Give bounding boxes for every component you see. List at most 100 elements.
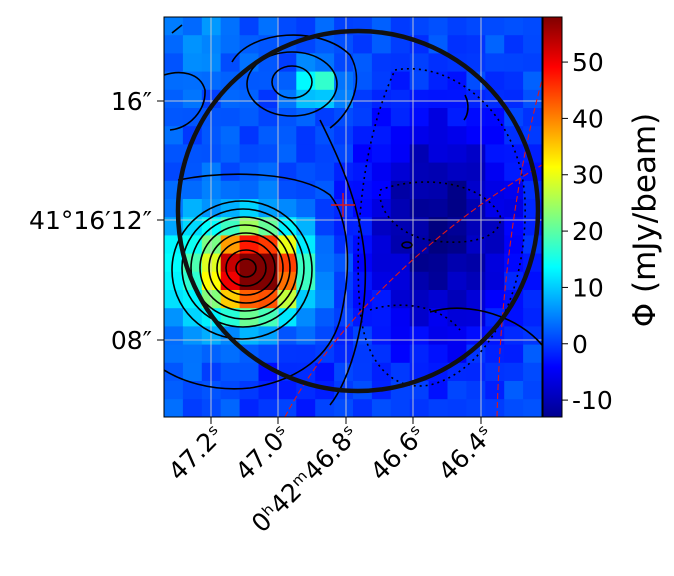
heatmap-cell xyxy=(220,17,241,36)
heatmap-cell xyxy=(182,89,203,109)
heatmap-cell xyxy=(485,35,505,54)
heatmap-cell xyxy=(334,35,354,54)
heatmap-cell xyxy=(523,35,542,54)
heatmap-cell xyxy=(504,399,524,417)
heatmap-cell xyxy=(315,290,335,309)
heatmap-cell xyxy=(201,89,222,109)
colorbar-gradient xyxy=(542,16,563,418)
heatmap-cell xyxy=(428,126,449,145)
heatmap-cell xyxy=(409,180,430,200)
heatmap-cell xyxy=(523,381,542,400)
heatmap-cell xyxy=(371,399,392,417)
heatmap-cell xyxy=(409,126,430,145)
heatmap-cell xyxy=(277,17,297,36)
heatmap-cell xyxy=(220,381,241,400)
heatmap-cell xyxy=(428,399,449,417)
heatmap-cell xyxy=(466,199,486,218)
heatmap-cell xyxy=(239,381,260,400)
heatmap-cell xyxy=(315,162,335,182)
heatmap-cell xyxy=(315,362,335,382)
heatmap-cell xyxy=(164,108,184,127)
heatmap-cell xyxy=(466,399,486,417)
heatmap-cell xyxy=(258,235,278,255)
heatmap-cell xyxy=(296,144,316,164)
heatmap-cell xyxy=(371,71,392,91)
heatmap-cell xyxy=(315,399,335,417)
heatmap-cell xyxy=(182,217,203,236)
heatmap-cell xyxy=(485,17,505,36)
heatmap-cell xyxy=(504,162,524,182)
heatmap-cell xyxy=(390,144,411,164)
heatmap-cell xyxy=(315,217,335,236)
x-tick-label: 47.2ˢ xyxy=(163,420,229,486)
heatmap-cell xyxy=(353,53,373,73)
heatmap-cell xyxy=(428,17,449,36)
heatmap-cell xyxy=(277,344,297,364)
heatmap-cell xyxy=(447,253,467,273)
heatmap-cell xyxy=(390,162,411,182)
colorbar: -10 0 10 20 30 40 50 Φ (mJy/beam) xyxy=(542,16,663,418)
heatmap-cell xyxy=(353,126,373,145)
heatmap-cell xyxy=(390,35,411,54)
heatmap-cell xyxy=(201,362,222,382)
heatmap-cell xyxy=(485,126,505,145)
heatmap-cell xyxy=(296,399,316,417)
heatmap-cell xyxy=(371,344,392,364)
heatmap-cell xyxy=(296,199,316,218)
heatmap-cell xyxy=(409,199,430,218)
heatmap-cell xyxy=(409,71,430,91)
heatmap-cell xyxy=(371,253,392,273)
heatmap-cell xyxy=(334,308,354,327)
heatmap-cell xyxy=(353,344,373,364)
heatmap-cell xyxy=(220,180,241,200)
heatmap-cell xyxy=(447,235,467,255)
heatmap-cell xyxy=(220,35,241,54)
heatmap-cell xyxy=(201,344,222,364)
contour-level-7 xyxy=(181,208,305,328)
contour-outer-east xyxy=(319,119,367,406)
heatmap-cell xyxy=(504,235,524,255)
heatmap-cell xyxy=(504,199,524,218)
heatmap-cell xyxy=(447,35,467,54)
heatmap-cell xyxy=(371,271,392,291)
heatmap-cell xyxy=(390,53,411,73)
heatmap-cell xyxy=(390,17,411,36)
heatmap-cell xyxy=(466,144,486,164)
heatmap-cell xyxy=(409,253,430,273)
heatmap-cell xyxy=(504,180,524,200)
heatmap-cell xyxy=(277,235,297,255)
heatmap-cell xyxy=(182,344,203,364)
heatmap-cell xyxy=(390,71,411,91)
heatmap-cell xyxy=(164,199,184,218)
heatmap-cell xyxy=(504,344,524,364)
heatmap-cell xyxy=(220,199,241,218)
heatmap-cell xyxy=(353,362,373,382)
heatmap-cell xyxy=(315,199,335,218)
heatmap-cell xyxy=(447,108,467,127)
contour-level-5 xyxy=(199,224,291,312)
heatmap-cell xyxy=(164,144,184,164)
heatmap-cell xyxy=(258,399,278,417)
heatmap-cell xyxy=(447,162,467,182)
heatmap-cell xyxy=(201,180,222,200)
heatmap-cell xyxy=(239,235,260,255)
heatmap-cell xyxy=(466,162,486,182)
heatmap-cell xyxy=(409,308,430,327)
heatmap-cell xyxy=(409,271,430,291)
heatmap-cell xyxy=(220,53,241,73)
heatmap-cell xyxy=(296,217,316,236)
heatmap-cell xyxy=(390,344,411,364)
heatmap-cell xyxy=(428,180,449,200)
colorbar-tick-label: 20 xyxy=(572,217,604,246)
y-tick-label: 08″ xyxy=(111,326,152,355)
heatmap-cell xyxy=(390,326,411,346)
colorbar-ticks: -10 0 10 20 30 40 50 xyxy=(562,48,613,415)
heatmap-cell xyxy=(296,308,316,327)
heatmap-cell xyxy=(258,144,278,164)
heatmap-cell xyxy=(428,71,449,91)
heatmap-cell xyxy=(277,144,297,164)
heatmap-cell xyxy=(485,381,505,400)
heatmap-cell xyxy=(485,53,505,73)
heatmap-cell xyxy=(447,126,467,145)
